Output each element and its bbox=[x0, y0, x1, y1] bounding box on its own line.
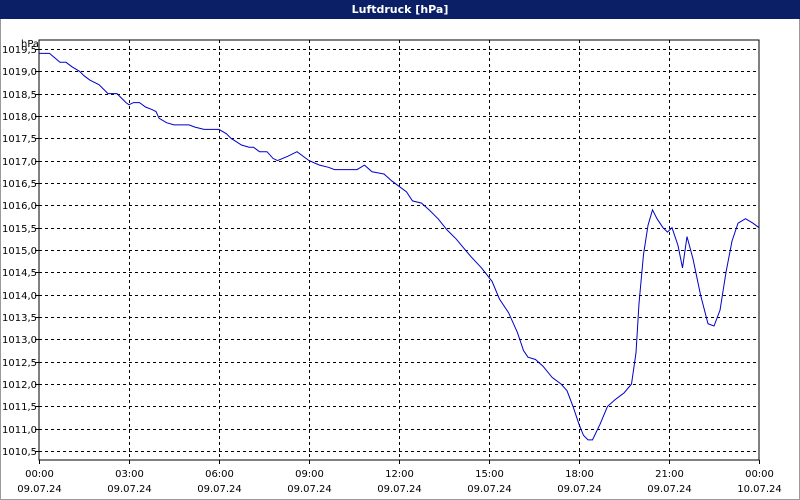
y-tick-label: 1013,0 bbox=[2, 335, 37, 346]
y-tick-label: 1019,0 bbox=[2, 67, 37, 78]
y-tick-label: 1019,5 bbox=[2, 45, 37, 56]
y-tick-label: 1018,5 bbox=[2, 90, 37, 101]
y-tick-label: 1018,0 bbox=[2, 112, 37, 123]
y-tick-label: 1016,5 bbox=[2, 179, 37, 190]
x-tick-date: 09.07.24 bbox=[287, 484, 332, 495]
x-tick-date: 09.07.24 bbox=[377, 484, 422, 495]
x-tick-time: 03:00 bbox=[115, 469, 144, 480]
y-tick-label: 1014,5 bbox=[2, 268, 37, 279]
x-tick-time: 00:00 bbox=[25, 469, 54, 480]
y-tick-label: 1017,5 bbox=[2, 134, 37, 145]
y-axis-unit: hPa bbox=[21, 39, 39, 50]
y-tick-label: 1016,0 bbox=[2, 201, 37, 212]
x-tick-time: 15:00 bbox=[475, 469, 504, 480]
x-tick-date: 10.07.24 bbox=[737, 484, 782, 495]
y-tick-label: 1014,0 bbox=[2, 291, 37, 302]
x-tick-date: 09.07.24 bbox=[197, 484, 242, 495]
x-tick-time: 09:00 bbox=[295, 469, 324, 480]
y-tick-label: 1015,0 bbox=[2, 246, 37, 257]
y-tick-label: 1011,5 bbox=[2, 402, 37, 413]
x-tick-time: 21:00 bbox=[655, 469, 684, 480]
x-tick-date: 09.07.24 bbox=[17, 484, 62, 495]
y-tick-label: 1017,0 bbox=[2, 157, 37, 168]
x-tick-date: 09.07.24 bbox=[647, 484, 692, 495]
x-tick-date: 09.07.24 bbox=[557, 484, 602, 495]
x-tick-time: 12:00 bbox=[385, 469, 414, 480]
x-tick-date: 09.07.24 bbox=[107, 484, 152, 495]
y-tick-label: 1015,5 bbox=[2, 224, 37, 235]
x-tick-time: 00:00 bbox=[745, 469, 774, 480]
x-tick-date: 09.07.24 bbox=[467, 484, 512, 495]
x-tick-time: 18:00 bbox=[565, 469, 594, 480]
y-tick-label: 1011,0 bbox=[2, 425, 37, 436]
y-tick-label: 1013,5 bbox=[2, 313, 37, 324]
pressure-line bbox=[39, 52, 760, 441]
y-tick-label: 1012,5 bbox=[2, 358, 37, 369]
y-tick-label: 1012,0 bbox=[2, 380, 37, 391]
chart-title: Luftdruck [hPa] bbox=[0, 0, 800, 19]
x-tick-time: 06:00 bbox=[205, 469, 234, 480]
y-tick-label: 1010,5 bbox=[2, 447, 37, 458]
